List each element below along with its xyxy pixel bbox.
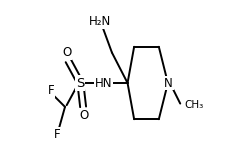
- Text: S: S: [76, 77, 84, 89]
- Text: O: O: [62, 46, 71, 59]
- Text: N: N: [164, 77, 173, 89]
- Text: CH₃: CH₃: [185, 100, 204, 110]
- Text: F: F: [48, 84, 54, 97]
- Text: H₂N: H₂N: [88, 15, 111, 28]
- Text: O: O: [79, 109, 89, 122]
- Text: HN: HN: [95, 77, 112, 89]
- Text: F: F: [54, 128, 61, 141]
